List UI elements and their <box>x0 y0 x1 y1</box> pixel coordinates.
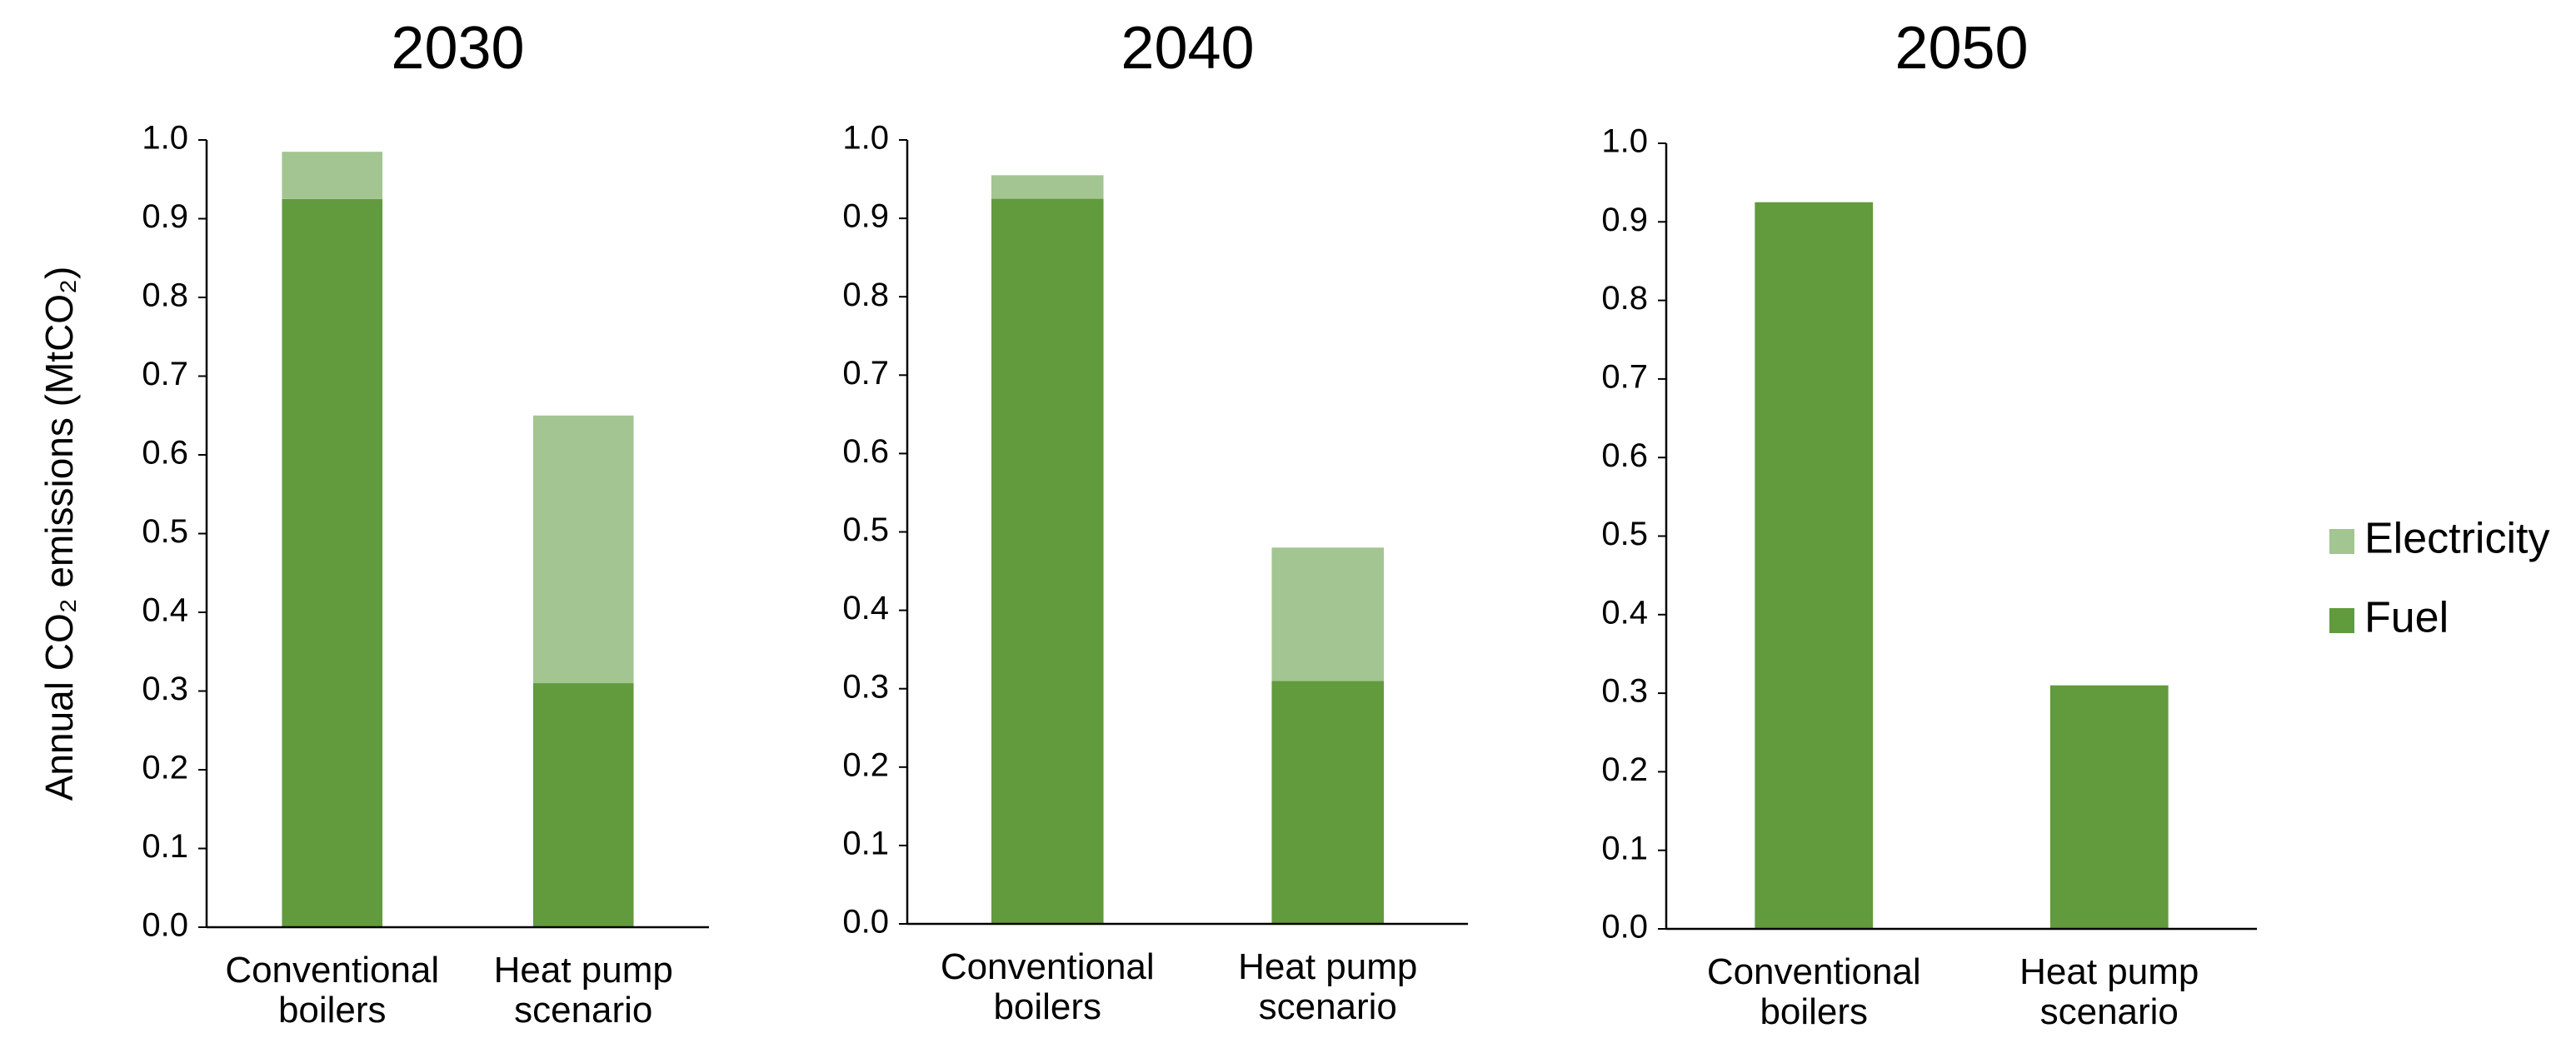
y-tick-label: 0.5 <box>142 513 188 550</box>
y-tick-label: 0.5 <box>1601 516 1648 552</box>
y-tick-label: 0.8 <box>842 277 889 313</box>
y-tick-label: 0.7 <box>1601 358 1648 395</box>
bar-segment <box>1755 202 1874 930</box>
y-tick-label: 0.4 <box>142 592 188 629</box>
x-tick-label: Conventional boilers <box>225 950 440 1031</box>
bar-segment <box>1271 681 1385 924</box>
x-tick-label: Conventional boilers <box>940 946 1155 1027</box>
x-tick-label: Heat pump scenario <box>2019 951 2199 1032</box>
bar-segment <box>282 198 383 927</box>
y-tick-label: 0.3 <box>142 671 188 707</box>
x-tick-label: Heat pump scenario <box>493 950 673 1031</box>
y-tick-label: 0.2 <box>142 750 188 786</box>
bar-segment <box>1271 547 1385 681</box>
y-tick-label: 1.0 <box>1601 123 1648 160</box>
chart-title: 2030 <box>391 15 524 82</box>
chart-title: 2040 <box>1121 15 1254 82</box>
y-tick-label: 0.8 <box>1601 280 1648 317</box>
bar-segment <box>2049 685 2169 929</box>
legend-label: Fuel <box>2364 594 2449 642</box>
chart-title: 2050 <box>1895 15 2028 82</box>
y-tick-label: 0.8 <box>142 277 188 314</box>
y-tick-label: 1.0 <box>842 120 889 157</box>
bar-segment <box>532 415 634 684</box>
y-tick-label: 0.0 <box>142 907 188 944</box>
y-tick-label: 0.9 <box>842 198 889 235</box>
y-tick-label: 0.3 <box>842 668 889 705</box>
y-tick-label: 0.3 <box>1601 673 1648 710</box>
bar-segment <box>991 198 1104 924</box>
y-tick-label: 0.1 <box>142 828 188 865</box>
bar-segment <box>532 683 634 927</box>
y-axis-label: Annual CO₂ emissions (MtCO₂) <box>37 267 81 801</box>
y-tick-label: 0.1 <box>842 825 889 861</box>
y-tick-label: 0.6 <box>1601 437 1648 474</box>
y-tick-label: 0.4 <box>842 590 889 626</box>
legend-swatch <box>2329 529 2354 554</box>
bar-segment <box>282 152 383 199</box>
y-tick-label: 0.0 <box>1601 909 1648 946</box>
legend-swatch <box>2329 608 2354 633</box>
y-tick-label: 0.9 <box>142 198 188 235</box>
y-tick-label: 0.2 <box>842 746 889 783</box>
y-tick-label: 0.9 <box>1601 202 1648 238</box>
legend-label: Electricity <box>2364 515 2549 563</box>
y-tick-label: 0.5 <box>842 512 889 548</box>
bar-segment <box>991 175 1104 199</box>
y-tick-label: 0.1 <box>1601 830 1648 866</box>
y-tick-label: 1.0 <box>142 120 188 157</box>
y-tick-label: 0.6 <box>142 435 188 472</box>
y-tick-label: 0.7 <box>842 355 889 392</box>
x-tick-label: Heat pump scenario <box>1238 946 1418 1027</box>
y-tick-label: 0.7 <box>142 356 188 392</box>
y-tick-label: 0.0 <box>842 904 889 941</box>
y-tick-label: 0.4 <box>1601 594 1648 631</box>
x-tick-label: Conventional boilers <box>1706 951 1921 1032</box>
y-tick-label: 0.6 <box>842 433 889 470</box>
y-tick-label: 0.2 <box>1601 751 1648 788</box>
